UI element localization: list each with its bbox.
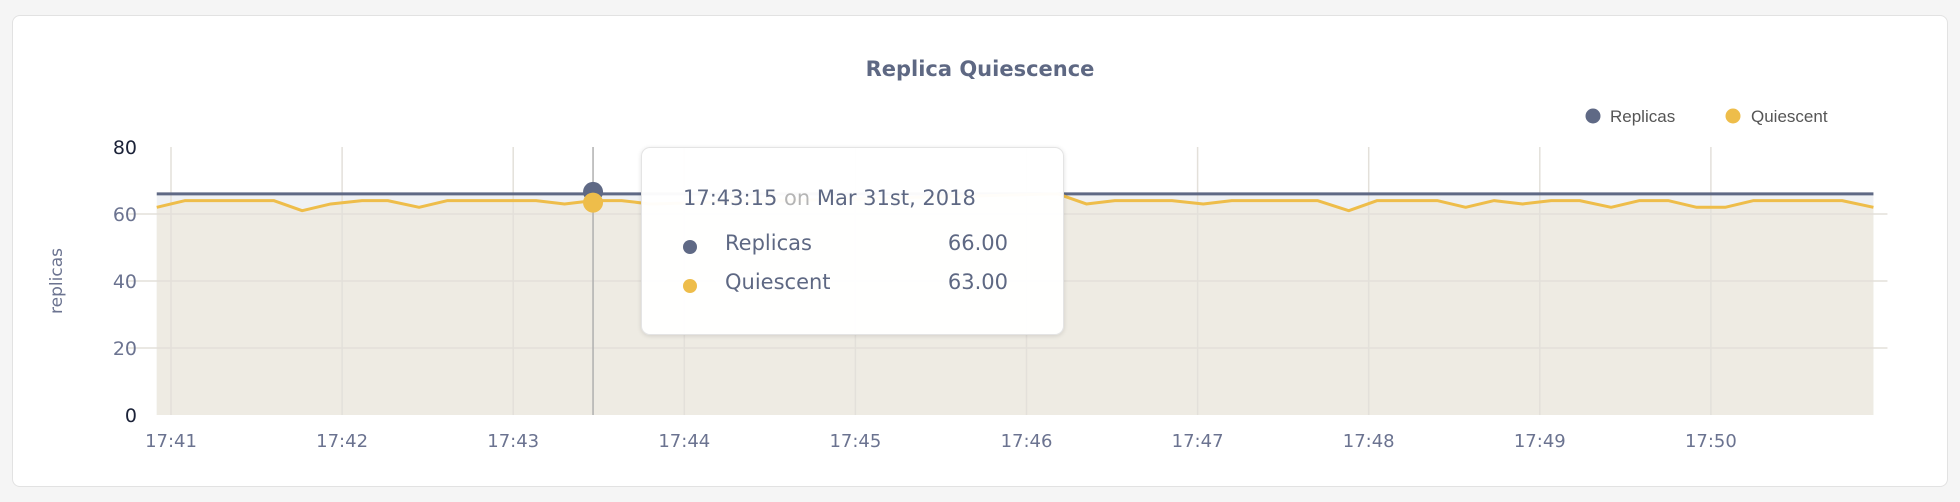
- x-tick-label: 17:44: [658, 431, 710, 452]
- hover-marker-quiescent: [583, 192, 604, 213]
- tooltip-value: 66.00: [947, 231, 1008, 255]
- tooltip-row-replicas: Replicas 66.00: [683, 231, 1008, 261]
- legend-dot-quiescent: [1725, 108, 1741, 124]
- y-tick-label: 40: [113, 271, 137, 293]
- x-tick-label: 17:42: [316, 431, 368, 452]
- chart-title: Replica Quiescence: [866, 57, 1095, 81]
- legend-item-quiescent[interactable]: Quiescent: [1725, 107, 1828, 126]
- y-tick-label: 80: [113, 137, 137, 159]
- tooltip-date: Mar 31st, 2018: [816, 186, 976, 210]
- tooltip-label: Quiescent: [725, 270, 831, 294]
- y-tick-label: 60: [113, 204, 137, 226]
- legend: Replicas Quiescent: [1585, 107, 1828, 126]
- y-tick-label: 0: [125, 405, 137, 427]
- x-tick-label: 17:43: [487, 431, 539, 452]
- tooltip-title: 17:43:15 on Mar 31st, 2018: [683, 186, 976, 210]
- x-tick-label: 17:47: [1172, 431, 1224, 452]
- x-tick-label: 17:41: [145, 431, 197, 452]
- x-tick-label: 17:46: [1001, 431, 1053, 452]
- x-tick-label: 17:45: [829, 431, 881, 452]
- tooltip-value: 63.00: [947, 270, 1008, 294]
- tooltip-time: 17:43:15: [683, 186, 778, 210]
- legend-label-replicas: Replicas: [1610, 107, 1675, 126]
- tooltip-on: on: [784, 186, 811, 210]
- legend-label-quiescent: Quiescent: [1751, 107, 1828, 126]
- y-tick-label: 20: [113, 338, 137, 360]
- tooltip-dot-replicas: [683, 240, 697, 254]
- tooltip-row-quiescent: Quiescent 63.00: [683, 270, 1008, 300]
- tooltip-label: Replicas: [725, 231, 812, 255]
- legend-item-replicas[interactable]: Replicas: [1585, 107, 1676, 126]
- tooltip: 17:43:15 on Mar 31st, 2018 Replicas 66.0…: [641, 147, 1064, 335]
- y-axis-label: replicas: [47, 248, 67, 314]
- line-quiescent: [156, 192, 1874, 213]
- tooltip-dot-quiescent: [683, 279, 697, 293]
- x-tick-label: 17:50: [1685, 431, 1737, 452]
- x-tick-label: 17:49: [1514, 431, 1566, 452]
- legend-dot-replicas: [1585, 108, 1601, 124]
- x-tick-label: 17:48: [1343, 431, 1395, 452]
